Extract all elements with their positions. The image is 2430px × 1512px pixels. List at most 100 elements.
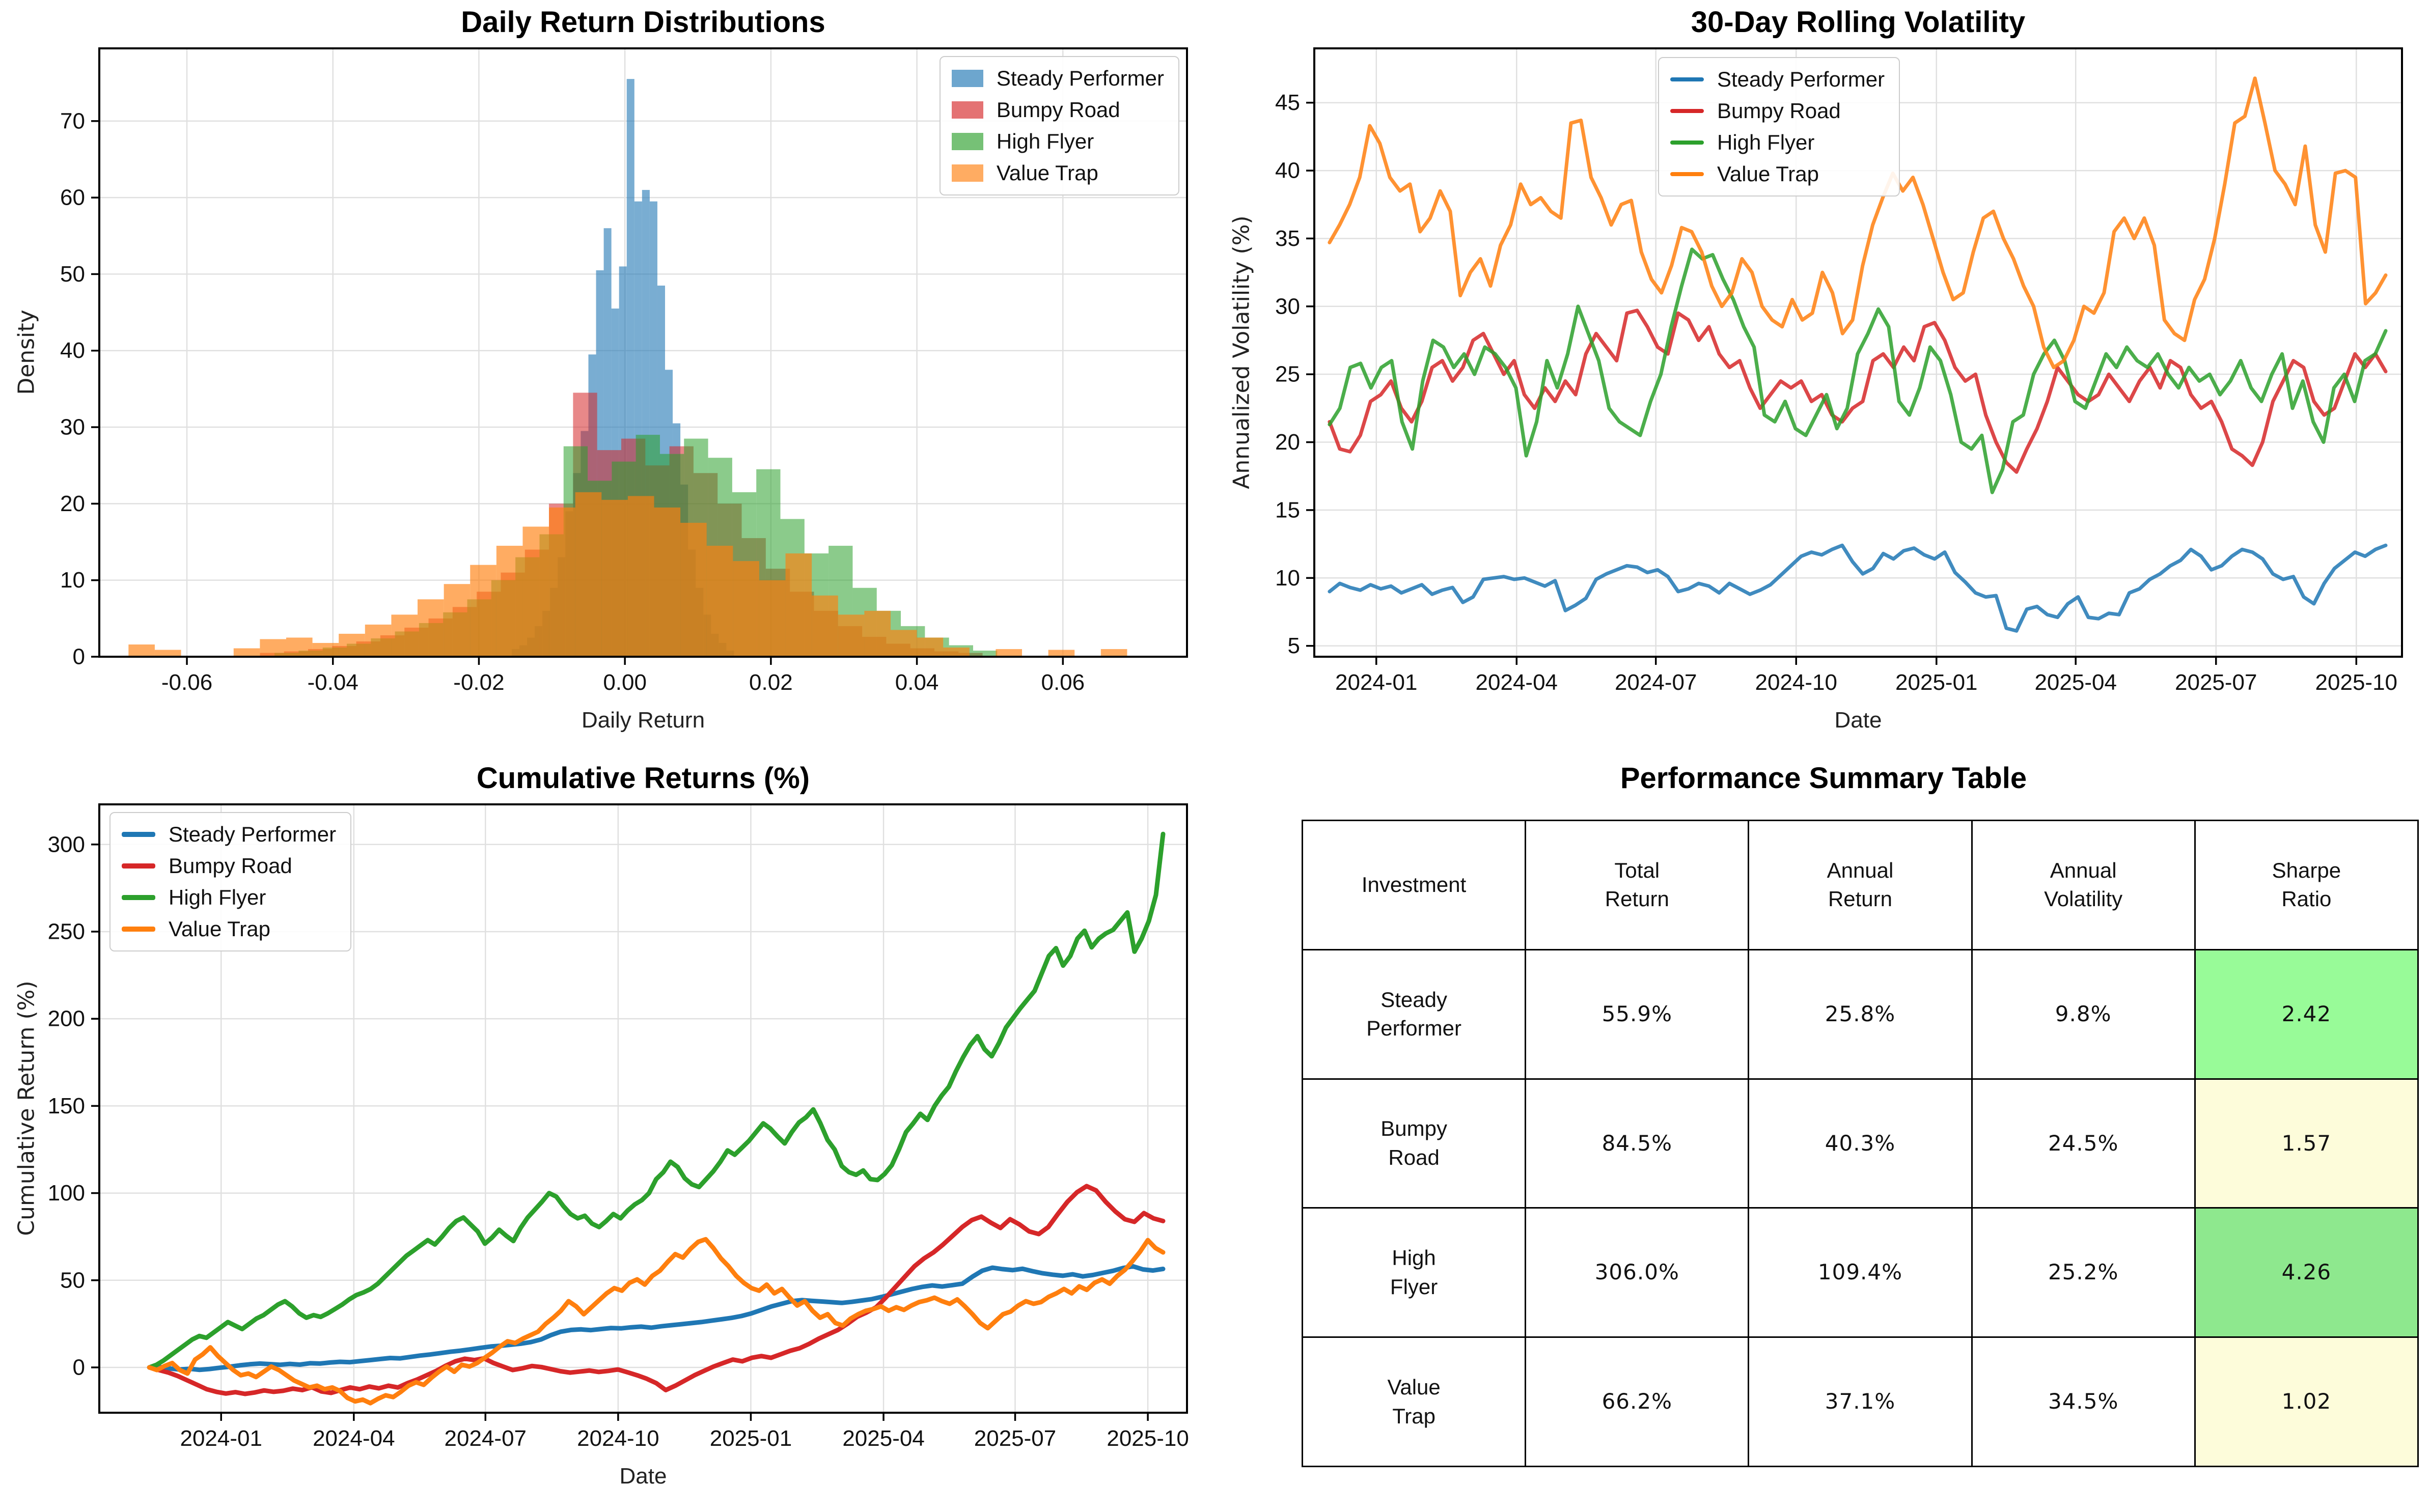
table-row: High Flyer 306.0% 109.4% 25.2% 4.26 <box>1301 1207 2419 1338</box>
ytick-label: 70 <box>60 108 85 133</box>
xtick-label: 2024-10 <box>577 1426 659 1451</box>
xtick-label: 2025-10 <box>2315 670 2397 695</box>
table-header-cell: Sharpe Ratio <box>2194 820 2419 950</box>
xtick-label: 2024-04 <box>1476 670 1558 695</box>
table-header-row: Investment Total Return Annual Return Annua… <box>1301 820 2419 950</box>
ytick-label: 60 <box>60 185 85 210</box>
legend-item: Value Trap <box>1670 162 1885 186</box>
xtick-label: -0.04 <box>308 670 358 695</box>
volatility-xlabel: Date <box>1834 708 1882 733</box>
ytick-label: 250 <box>48 919 85 944</box>
series-line-bumpy-road <box>1328 309 2388 474</box>
legend-item: Value Trap <box>122 917 336 941</box>
xtick-label: -0.06 <box>161 670 212 695</box>
table-cell: Value Trap <box>1301 1336 1527 1467</box>
ytick-label: 0 <box>73 1355 85 1380</box>
table-cell: 55.9% <box>1525 948 1750 1080</box>
ytick-label: 20 <box>60 491 85 516</box>
series-line-steady-performer <box>147 1264 1166 1373</box>
volatility-title: 30-Day Rolling Volatility <box>1691 6 2026 39</box>
table-cell: High Flyer <box>1301 1207 1527 1338</box>
xtick-label: 2024-01 <box>1335 670 1417 695</box>
series-line-value-trap <box>1328 76 2388 370</box>
xtick-label: 0.00 <box>603 670 647 695</box>
table-header-cell: Investment <box>1301 820 1527 950</box>
performance-table-wrapper: Investment Total Return Annual Return Annua… <box>1301 820 2419 1467</box>
series-line-steady-performer <box>1328 543 2388 633</box>
legend-label: Bumpy Road <box>1717 99 1841 123</box>
series-line-high-flyer <box>147 831 1166 1370</box>
ytick-label: 35 <box>1275 226 1300 251</box>
sharpe-ratio-cell: 4.26 <box>2194 1207 2419 1338</box>
ytick-label: 15 <box>1275 497 1300 522</box>
legend-patch-swatch <box>951 164 983 182</box>
table-row: Value Trap 66.2% 37.1% 34.5% 1.02 <box>1301 1336 2419 1467</box>
legend-item: Bumpy Road <box>1670 99 1885 123</box>
ytick-label: 300 <box>48 832 85 857</box>
panel-cumulative-returns: Cumulative Returns (%) 0 50 100 150 200 250 30… <box>0 756 1215 1512</box>
legend-line-swatch <box>122 863 155 869</box>
table-cell: Bumpy Road <box>1301 1078 1527 1209</box>
ytick-label: 40 <box>1275 158 1300 183</box>
table-cell: 109.4% <box>1748 1207 1973 1338</box>
table-cell: Steady Performer <box>1301 948 1527 1080</box>
ytick-label: 200 <box>48 1006 85 1031</box>
legend-patch-swatch <box>951 70 983 87</box>
legend-label: Value Trap <box>996 161 1098 185</box>
table-header-cell: Annual Volatility <box>1971 820 2196 950</box>
ytick-label: 30 <box>1275 294 1300 319</box>
table-cell: 40.3% <box>1748 1078 1973 1209</box>
ytick-label: 150 <box>48 1094 85 1118</box>
legend-label: High Flyer <box>1717 130 1815 154</box>
xtick-label: 2025-10 <box>1107 1426 1189 1451</box>
table-cell: 37.1% <box>1748 1336 1973 1467</box>
ytick-label: 100 <box>48 1181 85 1206</box>
legend-line-swatch <box>122 895 155 900</box>
ytick-label: 40 <box>60 338 85 363</box>
xtick-label: 2024-10 <box>1755 670 1837 695</box>
legend-line-swatch <box>1670 172 1704 176</box>
legend-item: Steady Performer <box>1670 67 1885 92</box>
legend-label: High Flyer <box>169 885 266 909</box>
table-cell: 66.2% <box>1525 1336 1750 1467</box>
panel-performance-summary: Performance Summary Table Investment Tota… <box>1215 756 2430 1512</box>
panel-daily-return-distributions: Daily Return Distributions 0 10 20 30 40 50 60… <box>0 0 1215 756</box>
legend-item: High Flyer <box>1670 130 1885 155</box>
ytick-label: 0 <box>73 645 85 669</box>
xtick-label: 2024-01 <box>180 1426 262 1451</box>
legend-label: Value Trap <box>169 917 271 941</box>
ytick-label: 25 <box>1275 362 1300 387</box>
xtick-label: 2024-07 <box>1615 670 1697 695</box>
histogram-plot: 0 10 20 30 40 50 60 70 -0.06 -0.04 -0.02 0.00 0.02 0.… <box>60 47 1188 695</box>
axes-spine <box>98 803 1188 1414</box>
xtick-label: 2024-07 <box>445 1426 527 1451</box>
cumulative-legend: Steady Performer Bumpy Road High Flyer Valu… <box>109 812 352 951</box>
table-cell: 306.0% <box>1525 1207 1750 1338</box>
cumulative-plot: 0 50 100 150 200 250 300 2024-01 2024-04 2024-07 2… <box>48 803 1189 1451</box>
table-cell: 9.8% <box>1971 948 2196 1080</box>
volatility-legend: Steady Performer Bumpy Road High Flyer Valu… <box>1658 57 1900 197</box>
table-header-cell: Annual Return <box>1748 820 1973 950</box>
table-cell: 25.2% <box>1971 1207 2196 1338</box>
cumulative-ylabel: Cumulative Return (%) <box>13 981 40 1236</box>
legend-label: Steady Performer <box>1717 67 1885 91</box>
legend-item: Steady Performer <box>122 822 336 847</box>
ytick-label: 30 <box>60 415 85 440</box>
volatility-plot: 5 10 15 20 25 30 35 40 45 2024-01 2024-04 2024-07 20… <box>1275 47 2403 695</box>
series-line-high-flyer <box>1328 247 2388 494</box>
cumulative-title: Cumulative Returns (%) <box>476 762 810 795</box>
legend-item: Bumpy Road <box>122 854 336 878</box>
cumulative-xlabel: Date <box>619 1464 667 1489</box>
performance-table: Investment Total Return Annual Return Annua… <box>1301 820 2419 1467</box>
legend-line-swatch <box>1670 77 1704 81</box>
table-title: Performance Summary Table <box>1620 762 2027 795</box>
xtick-label: 2024-04 <box>313 1426 395 1451</box>
legend-line-swatch <box>122 927 155 932</box>
histogram-ylabel: Density <box>13 310 40 395</box>
ytick-label: 5 <box>1288 633 1300 658</box>
series-line-value-trap <box>147 1237 1166 1406</box>
legend-line-swatch <box>122 832 155 837</box>
table-cell: 34.5% <box>1971 1336 2196 1467</box>
legend-item: High Flyer <box>951 129 1164 154</box>
